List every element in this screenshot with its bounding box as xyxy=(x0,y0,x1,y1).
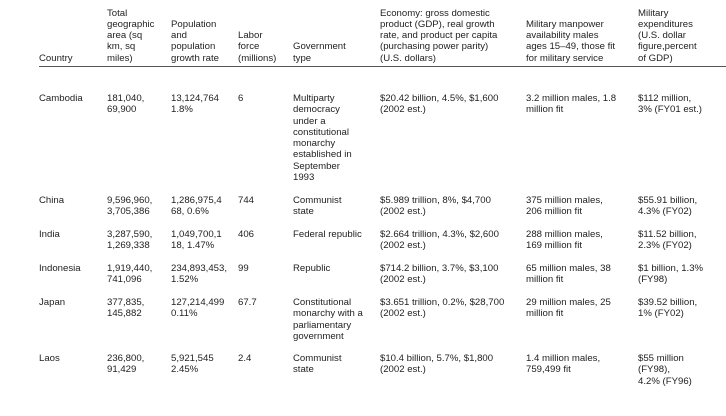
header-area: Total geographic area (sq km, sq miles) xyxy=(107,7,155,64)
cell-military-manpower: 288 million males, 169 million fit xyxy=(526,229,603,252)
cell-military-expenditures: $55.91 billion, 4.3% (FY02) xyxy=(638,195,698,218)
header-country: Country xyxy=(39,52,73,64)
cell-labor-force: 99 xyxy=(238,263,249,274)
header-government-type: Government type xyxy=(293,41,346,64)
cell-government-type: Communist state xyxy=(293,195,342,218)
cell-labor-force: 6 xyxy=(238,93,244,104)
cell-country: China xyxy=(39,195,65,206)
header-economy: Economy: gross domestic product (GDP), r… xyxy=(380,7,498,64)
cell-country: Japan xyxy=(39,297,66,308)
cell-economy: $10.4 billion, 5.7%, $1,800 (2002 est.) xyxy=(380,353,494,376)
cell-area: 181,040, 69,900 xyxy=(107,93,145,116)
header-rule xyxy=(39,66,726,67)
cell-country: India xyxy=(39,229,60,240)
cell-area: 3,287,590, 1,269,338 xyxy=(107,229,153,252)
cell-government-type: Communist state xyxy=(293,353,342,376)
cell-population: 1,286,975,4 68, 0.6% xyxy=(171,195,222,218)
cell-area: 236,800, 91,429 xyxy=(107,353,145,376)
cell-labor-force: 406 xyxy=(238,229,255,240)
header-population: Population and population growth rate xyxy=(171,18,219,64)
header-military-expenditures: Military expenditures (U.S. dollar figur… xyxy=(638,7,697,64)
cell-population: 127,214,499 0.11% xyxy=(171,297,225,320)
cell-labor-force: 2.4 xyxy=(238,353,252,364)
cell-economy: $714.2 billion, 3.7%, $3,100 (2002 est.) xyxy=(380,263,499,286)
cell-country: Laos xyxy=(39,353,60,364)
cell-government-type: Constitutional monarchy with a parliamen… xyxy=(293,297,363,342)
cell-military-expenditures: $112 million, 3% (FY01 est.) xyxy=(638,93,702,116)
cell-area: 1,919,440, 741,096 xyxy=(107,263,153,286)
cell-military-expenditures: $11.52 billion, 2.3% (FY02) xyxy=(638,229,697,252)
cell-population: 13,124,764 1.8% xyxy=(171,93,220,116)
cell-area: 9,596,960, 3,705,386 xyxy=(107,195,153,218)
cell-military-manpower: 1.4 million males, 759,499 fit xyxy=(526,353,601,376)
cell-economy: $3.651 trillion, 0.2%, $28,700 (2002 est… xyxy=(380,297,505,320)
header-military-manpower: Military manpower availability males age… xyxy=(526,18,616,64)
cell-population: 1,049,700,1 18, 1.47% xyxy=(171,229,222,252)
cell-population: 234,893,453, 1.52% xyxy=(171,263,228,286)
cell-government-type: Republic xyxy=(293,263,331,274)
cell-labor-force: 67.7 xyxy=(238,297,257,308)
cell-country: Indonesia xyxy=(39,263,81,274)
cell-economy: $2.664 trillion, 4.3%, $2,600 (2002 est.… xyxy=(380,229,499,252)
cell-government-type: Multiparty democracy under a constitutio… xyxy=(293,93,352,184)
cell-military-manpower: 3.2 million males, 1.8 million fit xyxy=(526,93,617,116)
cell-population: 5,921,545 2.45% xyxy=(171,353,214,376)
cell-military-manpower: 375 million males, 206 million fit xyxy=(526,195,603,218)
cell-country: Cambodia xyxy=(39,93,83,104)
cell-military-manpower: 29 million males, 25 million fit xyxy=(526,297,611,320)
cell-military-expenditures: $1 billion, 1.3% (FY98) xyxy=(638,263,704,286)
cell-military-expenditures: $39.52 billion, 1% (FY02) xyxy=(638,297,698,320)
cell-economy: $5.989 trillion, 8%, $4,700 (2002 est.) xyxy=(380,195,491,218)
cell-labor-force: 744 xyxy=(238,195,255,206)
cell-government-type: Federal republic xyxy=(293,229,362,240)
cell-military-manpower: 65 million males, 38 million fit xyxy=(526,263,611,286)
cell-area: 377,835, 145,882 xyxy=(107,297,145,320)
header-labor-force: Labor force (millions) xyxy=(238,30,277,64)
cell-military-expenditures: $55 million (FY98), 4.2% (FY96) xyxy=(638,353,692,387)
cell-economy: $20.42 billion, 4.5%, $1,600 (2002 est.) xyxy=(380,93,499,116)
